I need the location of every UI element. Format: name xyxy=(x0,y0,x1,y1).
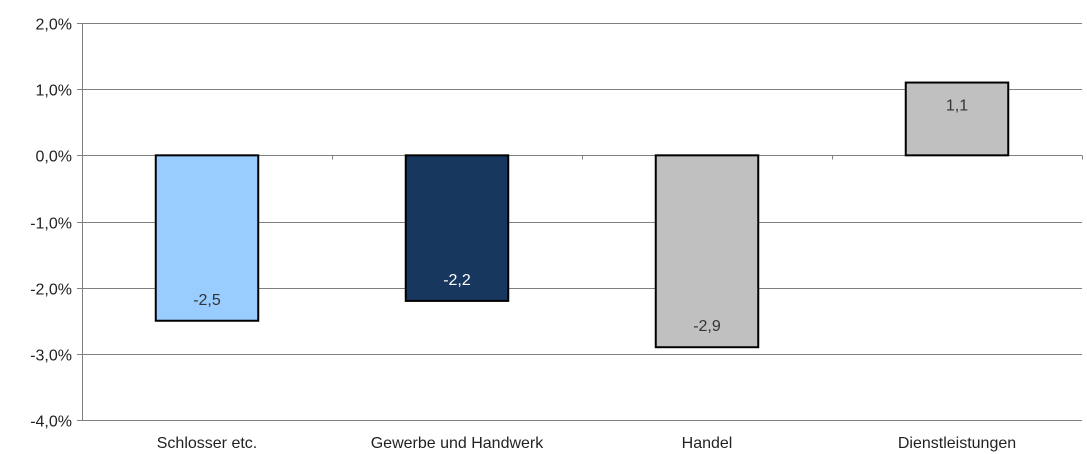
y-tick-label: -3,0% xyxy=(30,348,72,365)
data-label-2: -2,9 xyxy=(693,318,721,335)
x-category-label: Schlosser etc. xyxy=(157,435,257,452)
bar-0 xyxy=(154,154,260,322)
bar-3 xyxy=(904,81,1010,157)
y-tick-label: -4,0% xyxy=(30,414,72,431)
x-category-label: Gewerbe und Handwerk xyxy=(371,435,545,452)
bar-2 xyxy=(654,154,760,349)
data-label-0: -2,5 xyxy=(193,292,221,309)
label-layer: -2,5 -2,2 -2,9 1,1 xyxy=(193,98,968,336)
y-tick-label: -1,0% xyxy=(30,216,72,233)
y-tick-label: 2,0% xyxy=(36,17,72,34)
y-tick-label: 0,0% xyxy=(36,149,72,166)
x-category-label: Dienstleistungen xyxy=(898,435,1016,452)
y-tick-label: 1,0% xyxy=(36,83,72,100)
y-tick-label: -2,0% xyxy=(30,282,72,299)
bar-layer xyxy=(154,81,1010,349)
data-label-1: -2,2 xyxy=(443,272,471,289)
bar-1 xyxy=(404,154,510,302)
axis-layer: 2,0% 1,0% 0,0% -1,0% -2,0% -3,0% -4,0% Schlosse… xyxy=(30,17,1083,452)
data-label-3: 1,1 xyxy=(946,98,968,115)
x-category-label: Handel xyxy=(682,435,733,452)
